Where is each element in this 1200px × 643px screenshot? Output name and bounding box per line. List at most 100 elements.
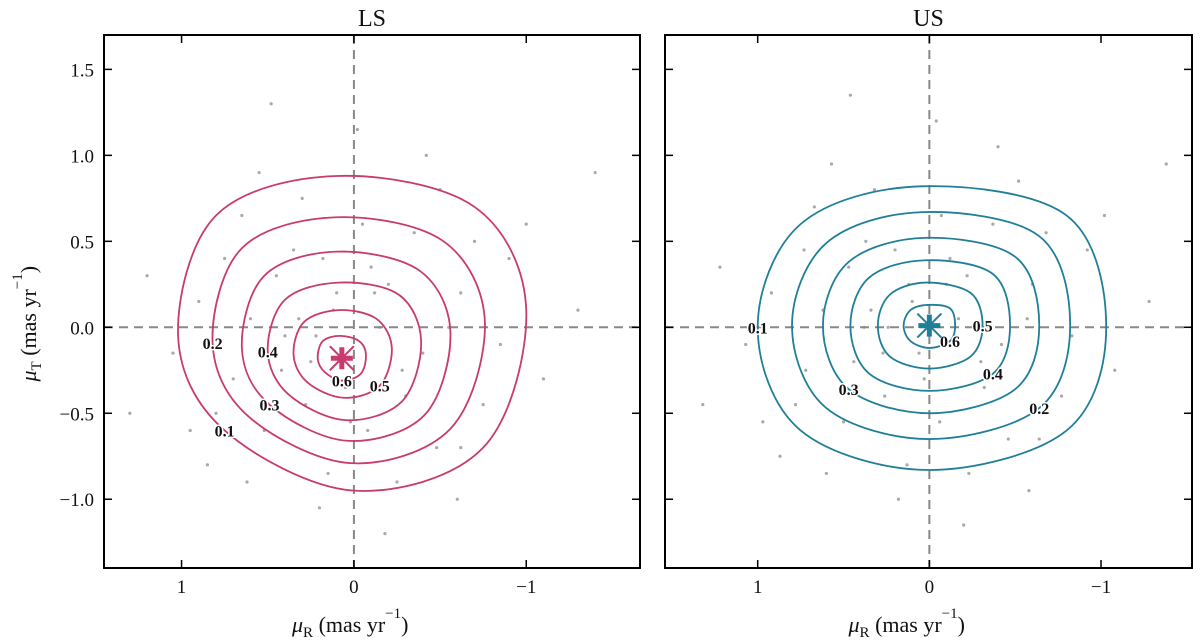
point: [701, 403, 705, 407]
center-marker-arm: [329, 345, 355, 371]
frame: [664, 34, 1193, 569]
point: [383, 532, 387, 536]
point: [956, 317, 961, 321]
point: [231, 377, 235, 381]
point: [395, 480, 399, 484]
center-marker: [329, 345, 355, 371]
point: [962, 523, 966, 527]
panel-title: US: [913, 6, 944, 32]
point: [883, 394, 887, 398]
x-axis-label-part: R: [860, 625, 870, 641]
point: [372, 291, 377, 295]
x-tick-label: −1: [516, 577, 536, 598]
point: [297, 317, 301, 321]
point: [802, 248, 806, 252]
point: [459, 446, 463, 450]
point: [967, 471, 971, 476]
x-axis-label-part: (mas yr: [313, 612, 386, 637]
point: [848, 93, 852, 97]
point: [991, 222, 995, 226]
point: [793, 403, 798, 407]
point: [778, 454, 782, 458]
point: [576, 308, 580, 312]
point: [541, 377, 546, 381]
contour: [849, 259, 1011, 392]
contour: [791, 211, 1072, 440]
point: [321, 256, 325, 261]
point: [128, 411, 132, 415]
point: [360, 222, 365, 226]
point: [1070, 334, 1074, 338]
point: [744, 342, 748, 347]
point: [269, 102, 273, 106]
contour: [266, 281, 423, 422]
point: [279, 368, 284, 372]
point: [245, 480, 249, 484]
y-tick-label: −0.5: [60, 404, 94, 425]
point: [761, 420, 765, 424]
point: [922, 377, 926, 381]
x-axis-label: μR (mas yr−1): [848, 606, 965, 641]
point: [421, 351, 425, 355]
contour: [756, 185, 1108, 471]
y-axis-label-part: (mas yr: [16, 289, 41, 362]
point: [996, 145, 1000, 149]
point: [498, 342, 502, 347]
x-axis-label-part: R: [303, 625, 313, 641]
point: [314, 334, 318, 338]
contour-label: 0.6: [332, 374, 352, 391]
y-axis-label: μT (mas yr−1): [10, 266, 45, 383]
y-tick-label: 0.0: [70, 318, 94, 339]
point: [472, 239, 477, 243]
point: [769, 291, 774, 295]
point: [718, 265, 722, 269]
point: [905, 463, 909, 467]
point: [804, 368, 808, 372]
point: [326, 471, 330, 476]
point: [435, 446, 439, 450]
plot-area: 0.1 0.2 0.3 0.4 0.5 0.6: [665, 35, 1192, 568]
point: [386, 282, 390, 286]
point: [424, 153, 428, 157]
contour-label: 0.4: [983, 367, 1003, 384]
point: [893, 248, 897, 252]
x-axis-label-part: μ: [291, 612, 303, 637]
point: [982, 385, 986, 390]
point: [938, 420, 942, 424]
point: [939, 213, 943, 218]
point: [355, 127, 359, 132]
point: [197, 299, 201, 304]
point: [1059, 394, 1064, 398]
point: [171, 351, 175, 355]
contour: [316, 334, 367, 382]
point: [841, 420, 846, 424]
x-tick-label: −1: [1091, 577, 1111, 598]
point: [869, 308, 873, 312]
x-tick-label: 1: [177, 577, 187, 598]
point: [979, 360, 983, 364]
point: [291, 248, 296, 252]
point: [1025, 317, 1029, 321]
contour-label: 0.1: [215, 423, 235, 440]
contour-label: 0.3: [259, 398, 279, 415]
contour-label: 0.2: [1029, 401, 1049, 418]
point: [283, 334, 287, 338]
x-axis-label-part: (mas yr: [870, 612, 943, 637]
x-axis-label-part: μ: [848, 612, 860, 637]
x-axis-label-part: ): [401, 612, 408, 637]
point: [872, 188, 877, 192]
point: [1085, 248, 1089, 252]
contour: [240, 250, 452, 442]
contour-label: 0.5: [973, 319, 993, 336]
y-tick-label: −1.0: [60, 490, 94, 511]
x-tick-label: 0: [349, 577, 359, 598]
point: [240, 213, 244, 218]
point: [300, 196, 304, 200]
point: [593, 170, 597, 175]
point: [145, 274, 149, 278]
point: [309, 360, 313, 364]
contour: [211, 216, 486, 465]
point: [948, 256, 952, 261]
contour: [177, 174, 528, 492]
